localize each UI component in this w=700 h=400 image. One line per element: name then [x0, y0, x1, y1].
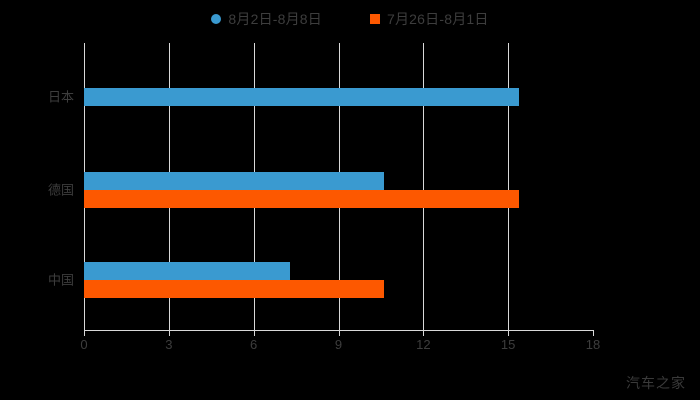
- chart-legend: 8月2日-8月8日 7月26日-8月1日: [0, 8, 700, 30]
- y-axis-label-1: 德国: [47, 182, 74, 198]
- x-tick-label: 0: [80, 337, 88, 352]
- x-tick-mark: [593, 330, 594, 336]
- bar[interactable]: [84, 262, 291, 280]
- x-tick-mark: [253, 330, 255, 336]
- legend-marker-square-icon: [370, 14, 380, 24]
- x-tick-mark: [84, 330, 85, 336]
- legend-marker-circle-icon: [211, 14, 222, 24]
- watermark: 汽车之家: [626, 375, 686, 391]
- gridline: [508, 43, 510, 330]
- gridline: [423, 43, 425, 330]
- bar[interactable]: [84, 172, 384, 190]
- x-tick-label: 18: [585, 337, 601, 352]
- legend-label-series-2: 7月26日-8月1日: [387, 11, 489, 27]
- plot-area: [84, 43, 593, 330]
- x-tick-mark: [508, 330, 510, 336]
- bar[interactable]: [84, 280, 384, 298]
- bar[interactable]: [84, 190, 520, 208]
- x-tick-label: 9: [334, 337, 343, 352]
- x-tick-label: 3: [165, 337, 173, 352]
- x-tick-label: 12: [416, 337, 431, 352]
- x-tick-mark: [168, 330, 170, 336]
- y-axis-label-2: 中国: [47, 272, 74, 288]
- x-tick-mark: [423, 330, 425, 336]
- legend-item-series-1[interactable]: 8月2日-8月8日: [211, 12, 322, 26]
- bar[interactable]: [84, 88, 520, 106]
- legend-label-series-1: 8月2日-8月8日: [228, 11, 322, 27]
- y-axis-labels: 日本 德国 中国: [0, 43, 74, 330]
- legend-item-series-2[interactable]: 7月26日-8月1日: [370, 12, 489, 26]
- x-tick-label: 6: [250, 337, 258, 352]
- x-tick-label: 15: [500, 337, 516, 352]
- x-tick-mark: [338, 330, 340, 336]
- y-axis-label-0: 日本: [47, 89, 74, 105]
